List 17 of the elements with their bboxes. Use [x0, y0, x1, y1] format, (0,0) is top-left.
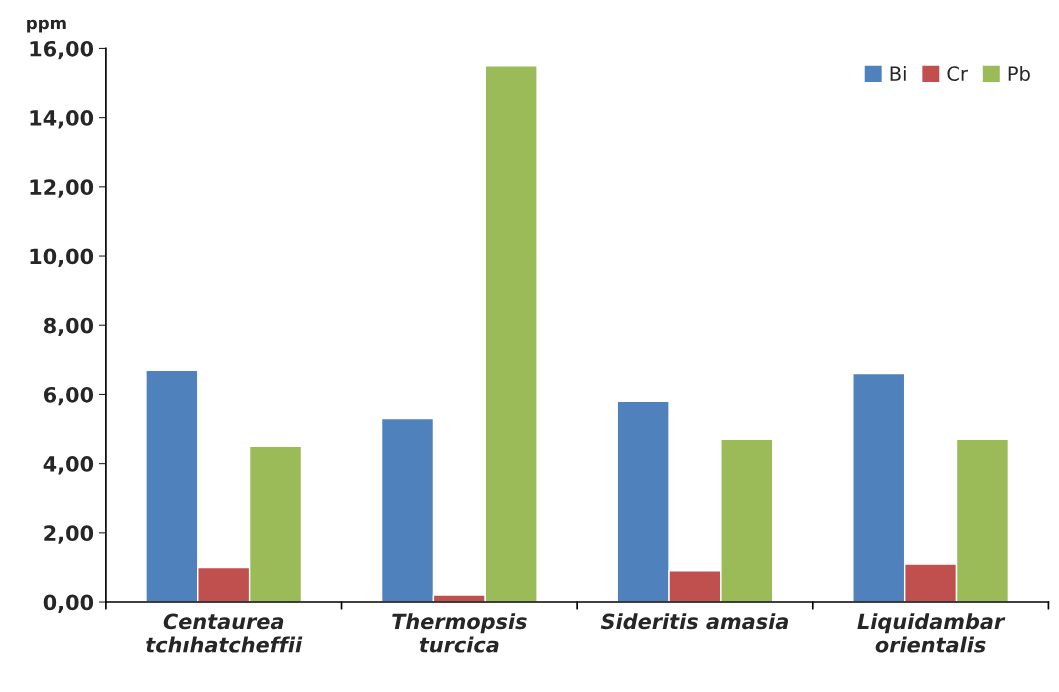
y-tick-label: 14,00 — [30, 110, 94, 129]
y-axis-title: ppm — [27, 19, 66, 33]
y-tick-label: 8,00 — [43, 317, 94, 337]
legend-label: Cr — [947, 66, 968, 81]
x-tick-label: Liquidambar orientalis — [857, 613, 1006, 653]
y-tick-label: 12,00 — [30, 179, 94, 198]
legend-label: Pb — [1008, 65, 1030, 81]
x-tick-label: Sideritis amasia — [600, 613, 789, 630]
x-tick-label: Thermopsis turcica — [392, 613, 527, 653]
x-tick-label: Centaurea tchıhatcheffii — [146, 613, 303, 653]
legend-label: Bi — [890, 65, 906, 81]
y-tick-label: 6,00 — [43, 386, 94, 406]
y-tick-label: 0,00 — [43, 594, 94, 613]
y-tick-label: 4,00 — [43, 456, 94, 475]
y-tick-label: 16,00 — [30, 40, 94, 60]
y-tick-label: 2,00 — [44, 525, 94, 544]
y-tick-label: 10,00 — [30, 248, 94, 267]
